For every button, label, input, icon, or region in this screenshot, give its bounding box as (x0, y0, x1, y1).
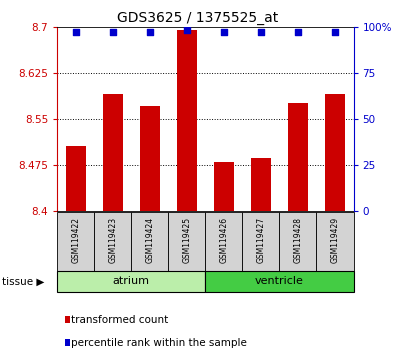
FancyBboxPatch shape (57, 212, 94, 271)
Text: percentile rank within the sample: percentile rank within the sample (71, 338, 247, 348)
FancyBboxPatch shape (205, 271, 354, 292)
Text: atrium: atrium (113, 276, 150, 286)
FancyBboxPatch shape (168, 212, 205, 271)
Text: GSM119422: GSM119422 (71, 217, 80, 263)
Point (73, 29, 79, 35)
Point (221, 29, 227, 35)
Text: GSM119428: GSM119428 (293, 217, 303, 263)
FancyBboxPatch shape (132, 212, 168, 271)
Point (184, 27, 190, 33)
Text: transformed count: transformed count (71, 315, 169, 325)
FancyBboxPatch shape (205, 212, 243, 271)
Point (295, 29, 301, 35)
Point (147, 29, 153, 35)
Bar (177, 30, 197, 211)
FancyBboxPatch shape (316, 212, 354, 271)
Bar (288, 103, 308, 211)
Text: tissue ▶: tissue ▶ (2, 276, 44, 286)
Bar (214, 161, 234, 211)
Bar (66, 146, 86, 211)
Text: ventricle: ventricle (255, 276, 304, 286)
Bar (140, 106, 160, 211)
Point (258, 29, 264, 35)
FancyBboxPatch shape (280, 212, 316, 271)
Bar (325, 94, 345, 211)
Text: GDS3625 / 1375525_at: GDS3625 / 1375525_at (117, 11, 278, 25)
Point (110, 29, 116, 35)
Bar (103, 94, 123, 211)
FancyBboxPatch shape (243, 212, 280, 271)
Bar (251, 159, 271, 211)
FancyBboxPatch shape (94, 212, 132, 271)
Text: GSM119427: GSM119427 (256, 217, 265, 263)
Text: GSM119426: GSM119426 (219, 217, 228, 263)
Text: GSM119424: GSM119424 (145, 217, 154, 263)
Point (332, 29, 338, 35)
Text: GSM119425: GSM119425 (182, 217, 192, 263)
Text: GSM119429: GSM119429 (331, 217, 340, 263)
FancyBboxPatch shape (57, 271, 205, 292)
Text: GSM119423: GSM119423 (108, 217, 117, 263)
